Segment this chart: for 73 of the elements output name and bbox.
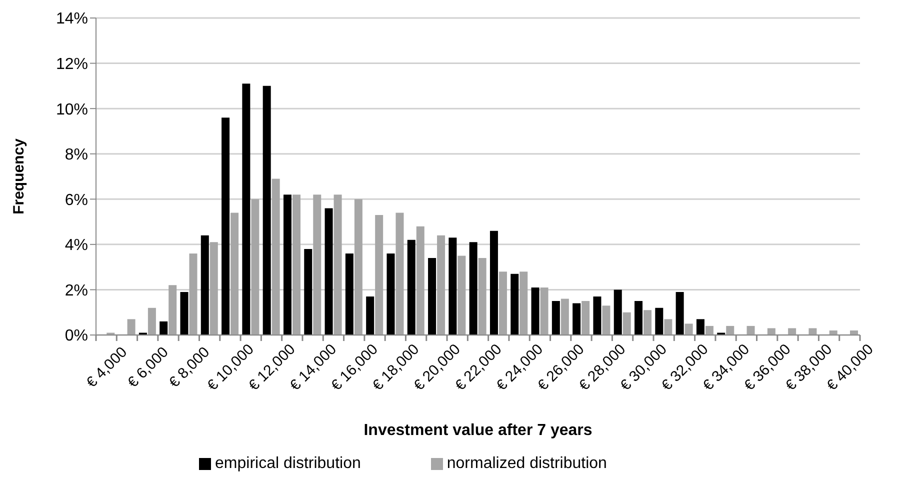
bar bbox=[498, 272, 507, 335]
bar bbox=[520, 272, 528, 335]
bar bbox=[262, 86, 271, 335]
bar bbox=[160, 321, 168, 335]
bar bbox=[189, 253, 198, 335]
y-tick-label: 10% bbox=[56, 101, 88, 118]
bar bbox=[540, 287, 548, 335]
bar bbox=[664, 319, 672, 335]
bar bbox=[210, 242, 218, 335]
bar bbox=[222, 118, 230, 335]
bar bbox=[593, 296, 602, 335]
bar bbox=[572, 303, 581, 335]
bar bbox=[345, 253, 354, 335]
bar bbox=[676, 292, 684, 335]
bar bbox=[168, 285, 177, 335]
bar bbox=[366, 296, 374, 335]
bar bbox=[560, 298, 569, 335]
bar bbox=[726, 326, 734, 335]
bar bbox=[180, 292, 188, 335]
legend-label: normalized distribution bbox=[446, 455, 607, 472]
bar bbox=[313, 194, 322, 335]
y-tick-label: 0% bbox=[64, 328, 88, 345]
bar bbox=[127, 319, 136, 335]
bar bbox=[655, 308, 664, 335]
bar bbox=[531, 287, 540, 335]
bar bbox=[304, 248, 312, 335]
bar bbox=[242, 84, 250, 335]
bar bbox=[510, 274, 519, 335]
bar bbox=[788, 328, 796, 335]
bar bbox=[251, 199, 260, 335]
bar bbox=[582, 301, 590, 335]
bar bbox=[458, 256, 466, 335]
bar bbox=[396, 212, 404, 335]
bar bbox=[334, 194, 342, 335]
bar bbox=[622, 312, 631, 335]
bar bbox=[428, 258, 436, 335]
bar bbox=[696, 319, 704, 335]
y-axis-title: Frequency bbox=[10, 138, 28, 214]
bar bbox=[148, 308, 156, 335]
bar bbox=[644, 310, 652, 335]
legend-label: empirical distribution bbox=[215, 455, 361, 472]
bar bbox=[767, 328, 776, 335]
bar bbox=[272, 178, 280, 335]
bar bbox=[614, 290, 622, 335]
x-axis-title: Investment value after 7 years bbox=[364, 422, 592, 439]
bar bbox=[634, 301, 643, 335]
bar bbox=[407, 240, 416, 335]
bar bbox=[230, 212, 239, 335]
y-tick-label: 2% bbox=[64, 282, 88, 300]
bar bbox=[684, 324, 693, 335]
y-tick-label: 4% bbox=[64, 237, 88, 254]
bar bbox=[746, 326, 755, 335]
bar bbox=[200, 235, 209, 335]
bar bbox=[602, 306, 610, 335]
bar bbox=[354, 199, 362, 335]
bar bbox=[386, 253, 395, 335]
bar bbox=[478, 258, 486, 335]
bar bbox=[292, 194, 300, 335]
bar bbox=[416, 226, 424, 335]
y-tick-label: 6% bbox=[64, 192, 88, 209]
y-tick-label: 12% bbox=[56, 56, 88, 73]
bar bbox=[448, 238, 457, 335]
bar bbox=[490, 230, 498, 335]
bar bbox=[437, 235, 446, 335]
bar bbox=[283, 194, 292, 335]
bar bbox=[705, 326, 714, 335]
bar bbox=[552, 301, 560, 335]
y-tick-label: 8% bbox=[64, 146, 88, 164]
bar bbox=[469, 242, 478, 335]
y-tick-label: 14% bbox=[56, 10, 88, 28]
bar bbox=[808, 328, 817, 335]
bar bbox=[324, 208, 333, 335]
bar bbox=[375, 214, 384, 335]
